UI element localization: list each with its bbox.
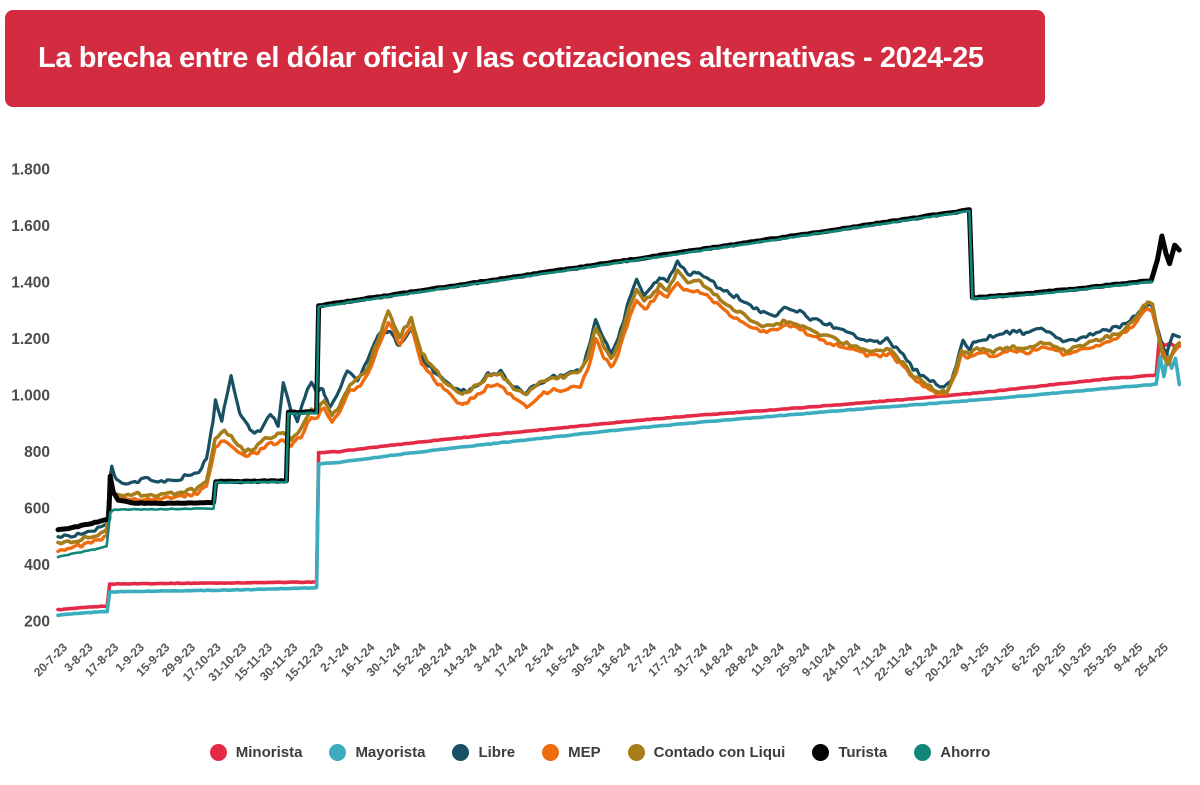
title-banner: La brecha entre el dólar oficial y las c… (5, 10, 1045, 107)
legend-label-mayorista: Mayorista (355, 744, 426, 761)
legend-label-ahorro: Ahorro (940, 744, 991, 761)
chart-legend: Minorista Mayorista Libre MEP Contado con Li… (0, 744, 1200, 761)
legend-item-minorista: Minorista (209, 744, 303, 761)
y-axis-label: 200 (24, 614, 50, 631)
legend-dot-libre-icon (452, 744, 470, 761)
line-chart: 1.800 1.600 1.400 1.200 1.000 800 600 400 200 20-… (11, 162, 1182, 684)
legend-item-contado-con-liqui: Contado con Liqui (627, 744, 786, 761)
y-axis-label: 1.600 (11, 218, 50, 235)
series-mep (56, 281, 1181, 554)
legend-item-libre: Libre (452, 744, 515, 761)
y-axis-label: 600 (24, 501, 50, 518)
legend-label-turista: Turista (838, 744, 888, 761)
legend-item-ahorro: Ahorro (914, 744, 990, 761)
y-axis-label: 1.400 (11, 275, 50, 292)
legend-dot-minorista-icon (209, 744, 227, 761)
legend-item-mep: MEP (542, 744, 601, 761)
y-axis-label: 400 (24, 557, 50, 574)
legend-label-libre: Libre (478, 744, 516, 761)
y-axis-label: 800 (24, 444, 50, 461)
chart-title: La brecha entre el dólar oficial y las c… (38, 42, 984, 74)
series-ahorro (56, 209, 1153, 559)
series-contado-con-liqui (56, 268, 1182, 546)
series-mayorista (56, 353, 1182, 618)
x-axis-label: 20-7-23 (31, 640, 70, 679)
legend-dot-mep-icon (542, 744, 560, 761)
y-axis-label: 1.200 (11, 331, 50, 348)
legend-dot-contado-con-liqui-icon (627, 744, 645, 761)
y-axis-label: 1.000 (11, 388, 50, 405)
legend-item-turista: Turista (812, 744, 887, 761)
legend-label-contado-con-liqui: Contado con Liqui (653, 744, 786, 761)
legend-dot-ahorro-icon (914, 744, 932, 761)
series-minorista (56, 337, 1182, 612)
legend-label-minorista: Minorista (235, 744, 303, 761)
legend-label-mep: MEP (568, 744, 601, 761)
legend-item-mayorista: Mayorista (329, 744, 425, 761)
legend-dot-turista-icon (812, 744, 830, 761)
series-libre (56, 259, 1181, 539)
legend-dot-mayorista-icon (329, 744, 347, 761)
y-axis-label: 1.800 (11, 162, 50, 179)
